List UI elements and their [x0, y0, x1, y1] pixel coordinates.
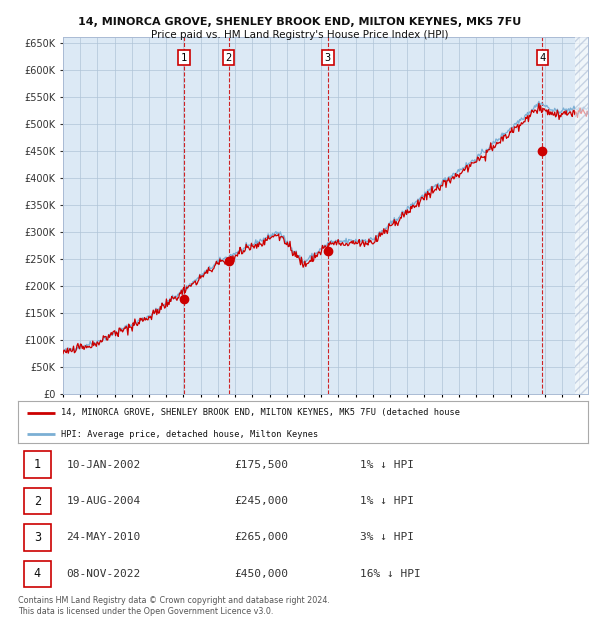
Text: 3% ↓ HPI: 3% ↓ HPI [360, 533, 414, 542]
Bar [575, 37, 588, 394]
Text: HPI: Average price, detached house, Milton Keynes: HPI: Average price, detached house, Milt… [61, 430, 318, 438]
FancyBboxPatch shape [24, 488, 51, 514]
Text: 08-NOV-2022: 08-NOV-2022 [67, 569, 140, 579]
Text: £175,500: £175,500 [235, 459, 289, 469]
Text: Contains HM Land Registry data © Crown copyright and database right 2024.
This d: Contains HM Land Registry data © Crown c… [18, 596, 330, 616]
FancyBboxPatch shape [24, 560, 51, 587]
Text: 10-JAN-2002: 10-JAN-2002 [67, 459, 140, 469]
Text: 4: 4 [539, 53, 545, 63]
Text: Price paid vs. HM Land Registry's House Price Index (HPI): Price paid vs. HM Land Registry's House … [151, 30, 449, 40]
Text: £245,000: £245,000 [235, 496, 289, 506]
Text: 2: 2 [226, 53, 232, 63]
Text: 2: 2 [34, 495, 41, 508]
Text: £265,000: £265,000 [235, 533, 289, 542]
Text: 16% ↓ HPI: 16% ↓ HPI [360, 569, 421, 579]
Text: 4: 4 [34, 567, 41, 580]
Text: 1: 1 [181, 53, 187, 63]
Text: 14, MINORCA GROVE, SHENLEY BROOK END, MILTON KEYNES, MK5 7FU: 14, MINORCA GROVE, SHENLEY BROOK END, MI… [79, 17, 521, 27]
Text: 1% ↓ HPI: 1% ↓ HPI [360, 459, 414, 469]
FancyBboxPatch shape [24, 451, 51, 478]
FancyBboxPatch shape [24, 525, 51, 551]
Text: 1: 1 [34, 458, 41, 471]
Text: 3: 3 [34, 531, 41, 544]
Text: 24-MAY-2010: 24-MAY-2010 [67, 533, 140, 542]
Text: 3: 3 [325, 53, 331, 63]
Text: 19-AUG-2004: 19-AUG-2004 [67, 496, 140, 506]
Text: £450,000: £450,000 [235, 569, 289, 579]
Text: 1% ↓ HPI: 1% ↓ HPI [360, 496, 414, 506]
Text: 14, MINORCA GROVE, SHENLEY BROOK END, MILTON KEYNES, MK5 7FU (detached house: 14, MINORCA GROVE, SHENLEY BROOK END, MI… [61, 409, 460, 417]
